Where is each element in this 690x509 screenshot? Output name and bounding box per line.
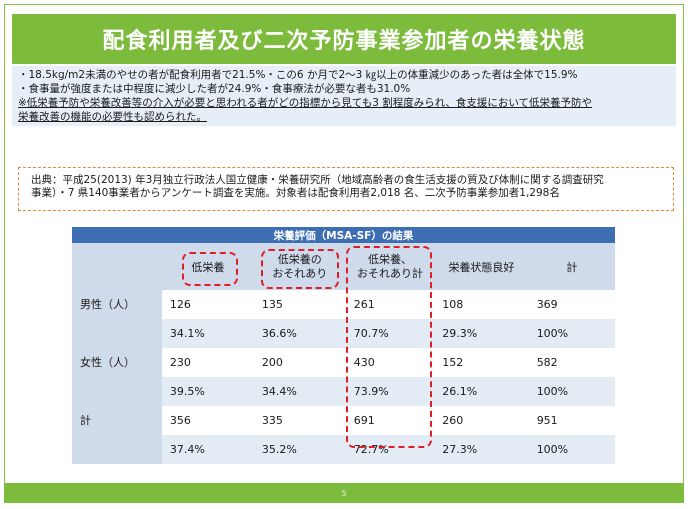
row-label: 女性（人） <box>72 348 162 406</box>
header-cell: 栄養状態良好 <box>434 243 529 290</box>
summary-line-4: 栄養改善の機能の必要性も認められた。 <box>18 111 207 123</box>
table-cell: 260 <box>434 406 529 435</box>
table-cell: 335 <box>253 406 346 435</box>
nutrition-table: 低栄養 低栄養の おそれあり 低栄養、 おそれあり計 栄養状態良好 計 男性（人… <box>72 243 615 464</box>
table-cell: 100% <box>528 435 615 464</box>
table-header-row: 低栄養 低栄養の おそれあり 低栄養、 おそれあり計 栄養状態良好 計 <box>72 243 615 290</box>
table-cell: 126 <box>161 290 254 319</box>
table-cell: 369 <box>528 290 615 319</box>
table-cell: 27.3% <box>434 435 529 464</box>
source-line-2: 事業）・7 県140事業者からアンケート調査を実施。対象者は配食利用者2,018… <box>31 187 560 199</box>
table-row: 34.1% 36.6% 70.7% 29.3% 100% <box>72 319 615 348</box>
page-number: 5 <box>341 488 347 498</box>
table-cell: 152 <box>434 348 529 377</box>
table-cell: 34.1% <box>161 319 254 348</box>
source-line-1: 出典：平成25(2013) 年3月独立行政法人国立健康・栄養研究所（地域高齢者の… <box>31 174 604 186</box>
table-row: 39.5% 34.4% 73.9% 26.1% 100% <box>72 377 615 406</box>
header-cell: 計 <box>528 243 615 290</box>
header-cell: 低栄養、 おそれあり計 <box>345 243 435 290</box>
row-label: 計 <box>72 406 162 464</box>
row-label: 男性（人） <box>72 290 162 348</box>
table-cell: 26.1% <box>434 377 529 406</box>
table-cell: 108 <box>434 290 529 319</box>
table-cell: 73.9% <box>345 377 435 406</box>
highlight-undernutrition <box>182 252 238 286</box>
table-cell: 261 <box>345 290 435 319</box>
table-cell: 582 <box>528 348 615 377</box>
table-cell: 951 <box>528 406 615 435</box>
header-cell <box>72 243 162 290</box>
table-row: 女性（人） 230 200 430 152 582 <box>72 348 615 406</box>
summary-line-2: ・食事量が強度または中程度に減少した者が24.9%・食事療法が必要な者も31.0… <box>18 83 411 95</box>
table-cell: 230 <box>161 348 254 377</box>
table-cell: 34.4% <box>253 377 346 406</box>
highlight-risk <box>261 249 339 289</box>
source-note: 出典：平成25(2013) 年3月独立行政法人国立健康・栄養研究所（地域高齢者の… <box>18 167 674 211</box>
table-cell: 70.7% <box>345 319 435 348</box>
summary-line-3: ※低栄養予防や栄養改善等の介入が必要と思われる者がどの指標から見ても3 割程度み… <box>18 97 593 109</box>
slide-footer: 5 <box>4 483 684 503</box>
table-cell: 135 <box>253 290 346 319</box>
highlight-total-risk <box>346 246 432 448</box>
table-cell: 356 <box>161 406 254 435</box>
table-cell: 691 <box>345 406 435 435</box>
table-cell: 200 <box>253 348 346 377</box>
table-title: 栄養評価（MSA-SF）の結果 <box>72 227 615 243</box>
table-cell: 430 <box>345 348 435 377</box>
table-cell: 100% <box>528 377 615 406</box>
table-cell: 100% <box>528 319 615 348</box>
table-cell: 29.3% <box>434 319 529 348</box>
table-cell: 39.5% <box>161 377 254 406</box>
slide-title: 配食利用者及び二次予防事業参加者の栄養状態 <box>12 14 676 64</box>
header-cell: 低栄養 <box>161 243 254 290</box>
table-cell: 36.6% <box>253 319 346 348</box>
summary-line-1: ・18.5kg/m2未満のやせの者が配食利用者で21.5%・この6 か月で2～3… <box>18 69 578 81</box>
table-row: 37.4% 35.2% 72.7% 27.3% 100% <box>72 435 615 464</box>
table-cell: 37.4% <box>161 435 254 464</box>
table-row: 計 356 335 691 260 951 <box>72 406 615 464</box>
table-cell: 35.2% <box>253 435 346 464</box>
table-row: 男性（人） 126 135 261 108 369 <box>72 290 615 348</box>
summary-box: ・18.5kg/m2未満のやせの者が配食利用者で21.5%・この6 か月で2～3… <box>12 66 676 126</box>
